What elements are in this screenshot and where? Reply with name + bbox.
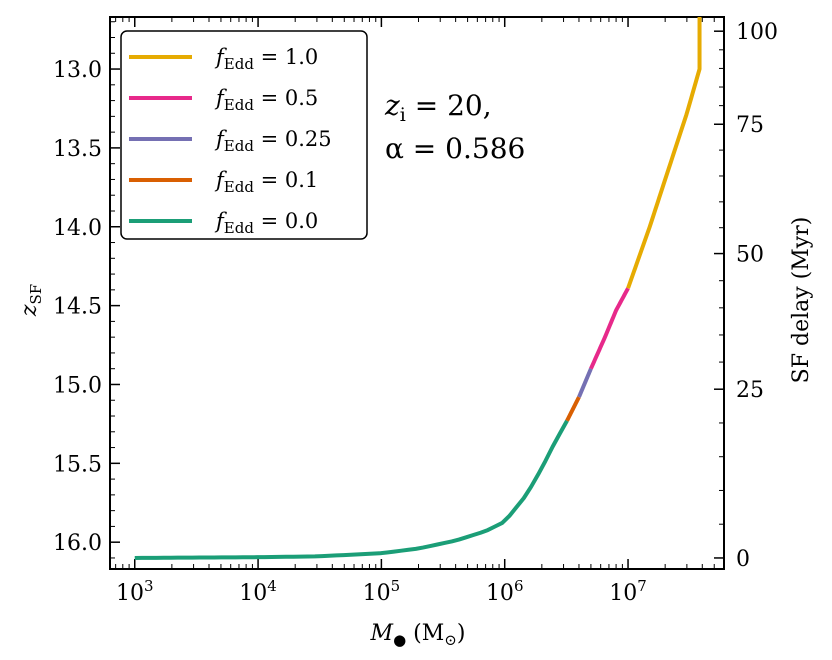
annotation-alpha: α = 0.586 — [385, 132, 525, 165]
x-axis-label: M● (M⊙) — [370, 621, 466, 649]
y2-tick-label: 0 — [736, 547, 750, 572]
legend-label: fEdd = 0.5 — [214, 86, 318, 114]
series-line-fedd-0-25 — [577, 367, 593, 399]
annotation-z-initial: zi = 20, — [384, 89, 492, 126]
x-tick-label: 106 — [486, 577, 524, 606]
series-curves — [134, 17, 702, 560]
y-tick-label: 13.0 — [53, 58, 102, 83]
series-line-fedd-1-0 — [626, 17, 702, 289]
tick-labels: 103 104 105 106 107 13.0 13.5 14.0 14.5 15.0 15.5 1… — [53, 20, 778, 606]
tick-marks — [110, 17, 725, 569]
y2-tick-label: 75 — [736, 113, 764, 138]
y2-tick-label: 100 — [736, 20, 778, 45]
y-tick-label: 15.5 — [53, 452, 102, 477]
legend-label: fEdd = 0.1 — [214, 168, 318, 196]
legend-label: fEdd = 0.25 — [214, 127, 332, 155]
y-tick-label: 16.0 — [53, 531, 102, 556]
x-tick-label: 105 — [363, 577, 401, 606]
y-tick-label: 14.0 — [53, 216, 102, 241]
legend-label: fEdd = 1.0 — [214, 45, 318, 73]
legend-box — [120, 30, 368, 240]
y-tick-label: 15.0 — [53, 373, 102, 398]
plot-frame — [109, 16, 725, 570]
y2-axis-label: SF delay (Myr) — [789, 217, 814, 384]
y-tick-label: 13.5 — [53, 137, 102, 162]
y2-tick-label: 50 — [736, 243, 764, 268]
y-tick-label: 14.5 — [53, 295, 102, 320]
series-line-fedd-0-1 — [565, 395, 581, 423]
y2-tick-label: 25 — [736, 378, 764, 403]
y-axis-label: zSF — [17, 284, 45, 317]
series-line-fedd-0-0 — [134, 419, 569, 560]
x-tick-label: 104 — [239, 577, 277, 606]
legend-label: fEdd = 0.0 — [214, 209, 318, 237]
legend: fEdd = 1.0 fEdd = 0.5 fEdd = 0.25 fEdd = 0.… — [120, 30, 368, 240]
x-tick-label: 107 — [609, 577, 647, 606]
x-tick-label: 103 — [116, 577, 154, 606]
series-line-fedd-0-5 — [589, 287, 630, 370]
